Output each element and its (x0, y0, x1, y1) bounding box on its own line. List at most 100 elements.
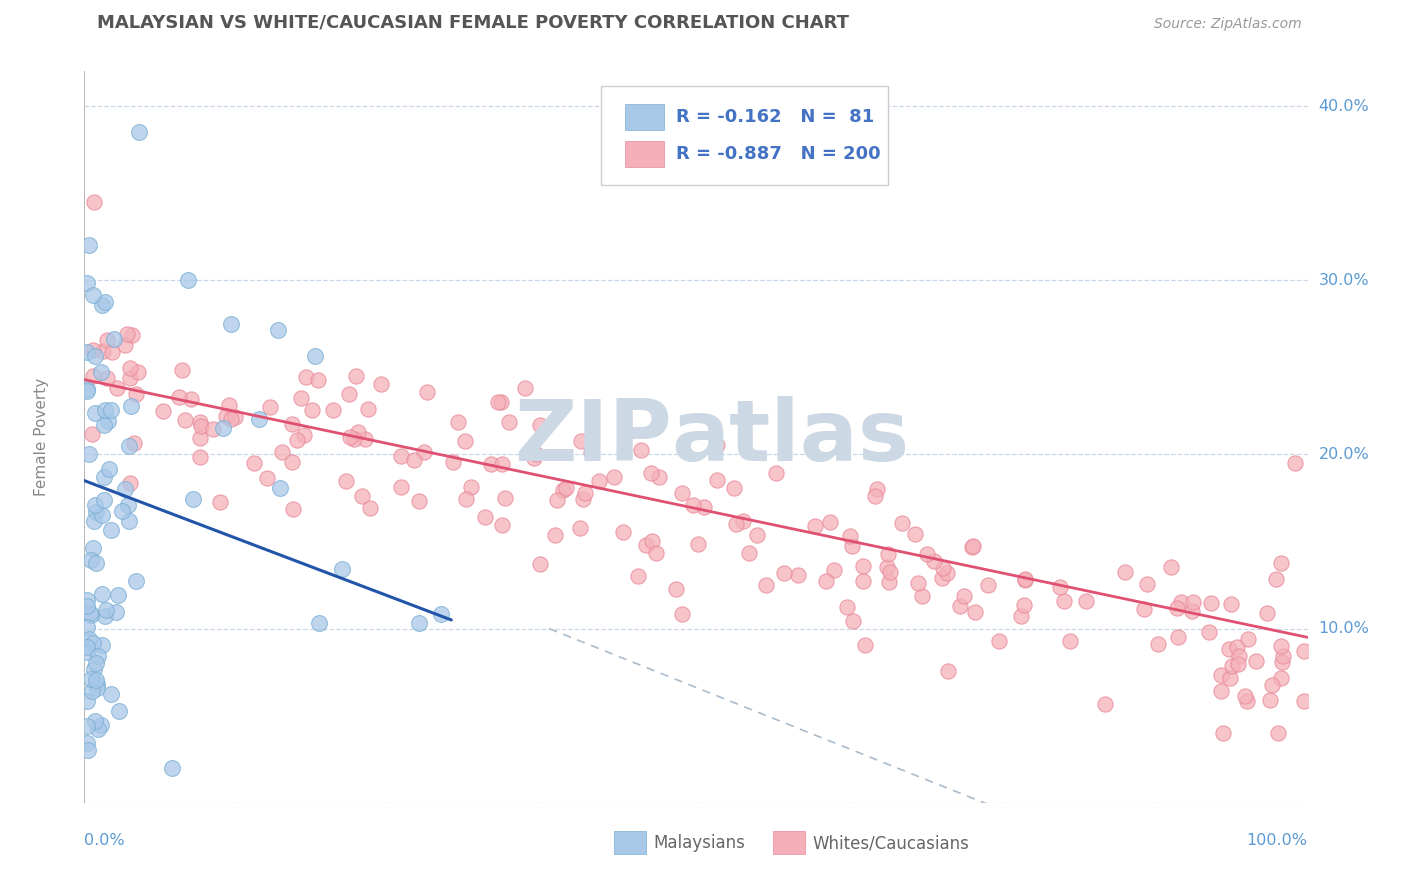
Point (100, 523, 122, 537)
Point (79, 606, 101, 620)
Point (474, 510, 496, 524)
Point (301, 402, 323, 417)
Point (91, 639, 114, 653)
Point (1284, 456, 1306, 470)
Point (347, 425, 370, 439)
Point (219, 317, 242, 331)
Point (724, 517, 747, 532)
Point (1220, 659, 1243, 673)
Point (181, 492, 204, 507)
Point (84, 673, 107, 687)
Point (491, 458, 513, 472)
Point (128, 125, 150, 139)
Point (1227, 657, 1250, 671)
FancyBboxPatch shape (600, 86, 889, 185)
Point (1160, 559, 1182, 574)
Point (1181, 604, 1204, 618)
Point (1226, 640, 1249, 654)
Point (731, 514, 754, 528)
Point (544, 528, 567, 542)
Point (640, 467, 662, 481)
Point (105, 381, 128, 395)
Point (1014, 572, 1036, 586)
Point (489, 394, 512, 409)
Point (1227, 649, 1250, 664)
Point (292, 428, 315, 442)
Point (1261, 678, 1284, 692)
Point (83, 498, 105, 512)
Point (671, 486, 693, 500)
Point (1146, 637, 1168, 651)
Point (952, 589, 974, 603)
Point (87, 723, 110, 737)
Point (120, 400, 142, 414)
Point (932, 561, 955, 575)
Point (823, 563, 845, 577)
Point (93, 493, 115, 508)
Point (949, 599, 972, 613)
Point (118, 371, 141, 385)
Point (84, 657, 107, 671)
Text: Source: ZipAtlas.com: Source: ZipAtlas.com (1154, 17, 1302, 31)
Point (82, 343, 104, 357)
Point (224, 410, 246, 425)
Point (648, 470, 671, 484)
Point (772, 566, 794, 580)
Text: Female Poverty: Female Poverty (34, 378, 49, 496)
Point (879, 565, 901, 579)
Point (359, 501, 381, 516)
Point (117, 499, 139, 513)
Point (96, 371, 118, 385)
Text: Whites/Caucasians: Whites/Caucasians (813, 834, 969, 852)
Point (90, 365, 112, 379)
Point (555, 481, 578, 495)
Point (80, 684, 103, 698)
Point (841, 614, 863, 628)
Point (180, 392, 202, 406)
Point (574, 486, 596, 500)
Point (765, 466, 787, 480)
Point (866, 483, 889, 497)
Point (1237, 632, 1260, 646)
Point (408, 494, 430, 508)
Point (441, 455, 464, 469)
Point (706, 438, 728, 452)
Point (330, 562, 353, 576)
Point (82, 287, 104, 301)
Point (270, 445, 292, 459)
Point (80, 673, 103, 687)
Point (76, 694, 98, 708)
Point (83, 714, 105, 729)
Point (1270, 671, 1292, 685)
Point (93, 470, 115, 484)
Point (103, 333, 125, 347)
Point (82, 368, 104, 383)
Point (1133, 602, 1156, 616)
Point (1136, 576, 1159, 591)
Point (522, 450, 544, 465)
Point (84, 505, 107, 519)
Point (626, 569, 648, 583)
Point (125, 574, 148, 589)
Point (936, 566, 959, 580)
Point (94, 609, 117, 624)
Point (1271, 649, 1294, 664)
Point (80, 427, 103, 442)
Point (389, 449, 412, 463)
Point (454, 492, 477, 507)
Point (86, 676, 108, 690)
Point (1059, 633, 1081, 648)
Point (640, 533, 662, 548)
Point (977, 577, 1000, 591)
Point (214, 409, 236, 424)
Point (551, 483, 574, 497)
Point (322, 402, 344, 417)
Point (1234, 689, 1257, 703)
Point (177, 273, 200, 287)
Point (1265, 572, 1288, 586)
Point (738, 546, 761, 560)
Point (354, 432, 377, 446)
Point (83, 194, 105, 209)
Text: 30.0%: 30.0% (1319, 273, 1369, 288)
Point (569, 434, 592, 448)
